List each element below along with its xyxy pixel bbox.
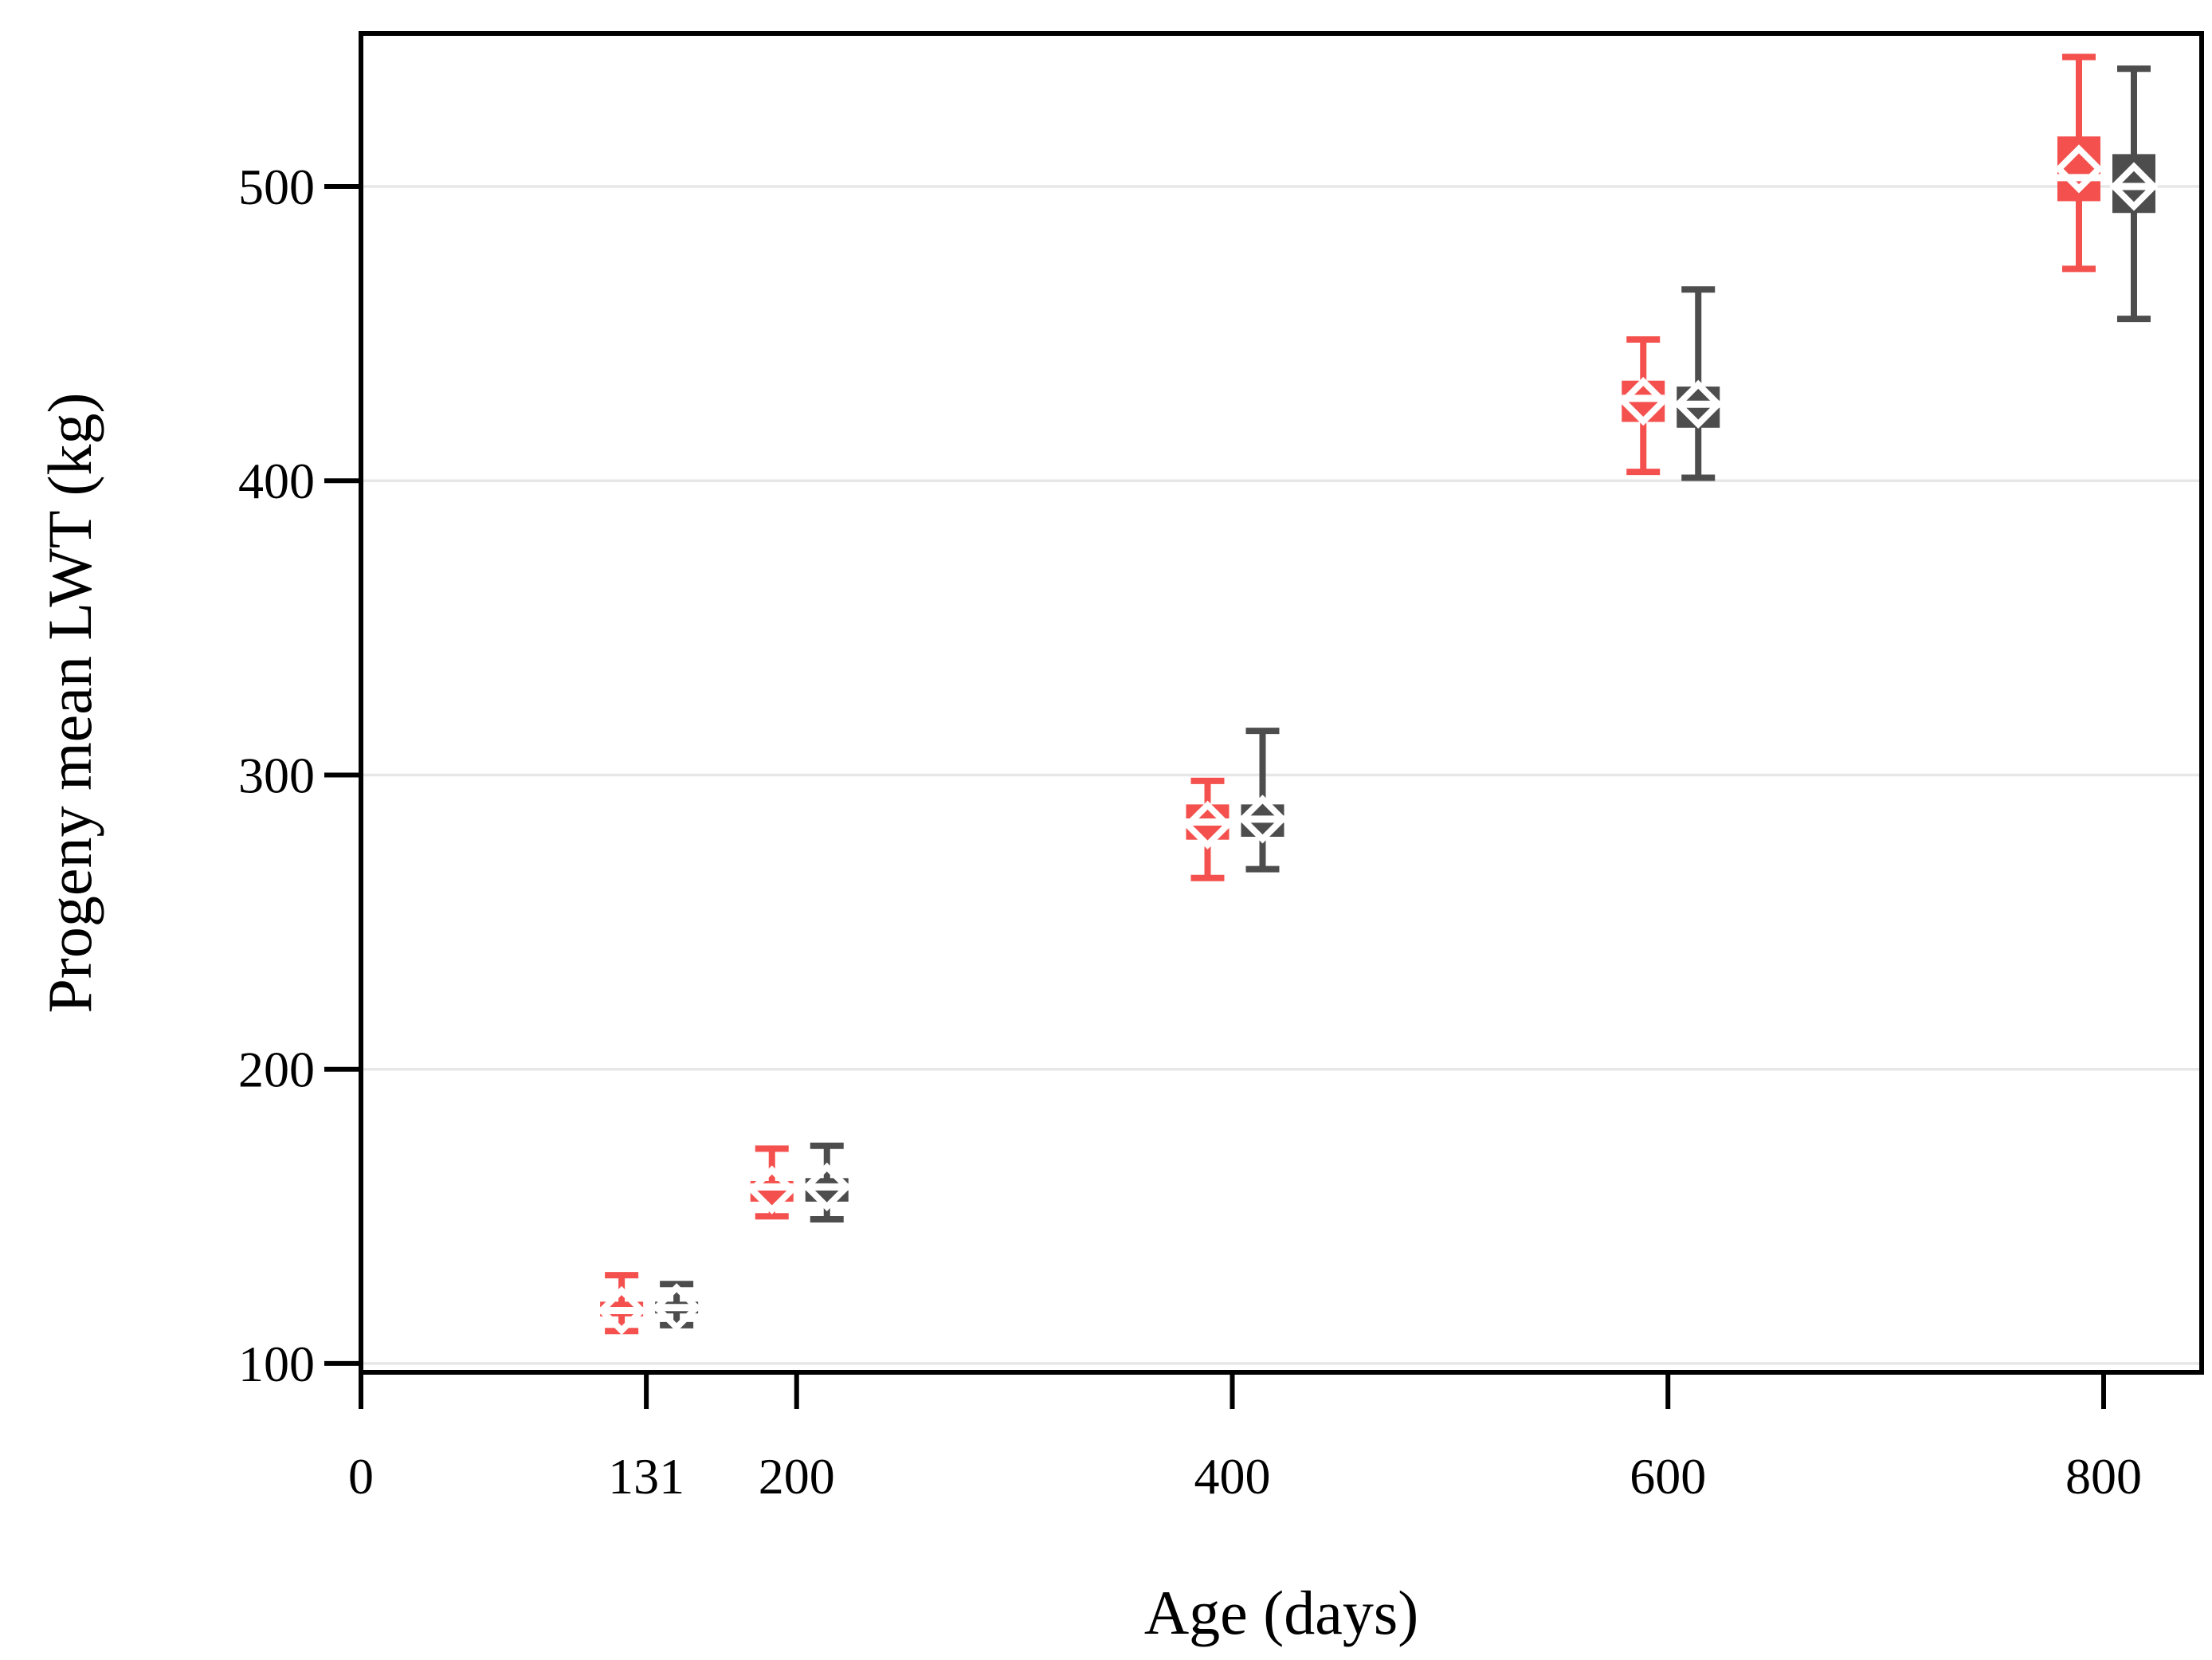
box-group-red-group-200 [747, 1145, 797, 1220]
mean-diamond [2109, 162, 2159, 211]
mean-diamond [802, 1162, 852, 1212]
mean-diamond [2054, 144, 2104, 194]
x-tick-label: 0 [348, 1448, 374, 1505]
mean-diamond [1182, 800, 1233, 850]
box-group-gray-group-200 [802, 1142, 852, 1222]
mean-diamond [1618, 376, 1668, 426]
box-group-gray-group-600 [1673, 286, 1723, 481]
x-tick-label: 131 [608, 1448, 684, 1505]
mean-diamond [652, 1283, 701, 1332]
x-tick-label: 400 [1194, 1448, 1270, 1505]
plot-border [359, 31, 2204, 1375]
box-group-gray-group-400 [1237, 728, 1288, 873]
mean-diamond [747, 1165, 797, 1215]
mean-diamond [1673, 379, 1723, 429]
y-axis-title: Progeny mean LWT (kg) [35, 392, 104, 1014]
box-group-red-group-600 [1618, 336, 1668, 476]
box-group-gray-group-131 [652, 1281, 701, 1332]
box-group-red-group-800 [2054, 53, 2104, 273]
y-tick-label: 300 [238, 747, 315, 803]
box-group-red-group-400 [1182, 777, 1233, 881]
mean-diamond [1237, 795, 1288, 844]
box-group-gray-group-800 [2109, 65, 2159, 323]
x-axis-title: Age (days) [1143, 1578, 1419, 1647]
y-tick-label: 400 [238, 453, 315, 509]
y-tick-label: 500 [238, 159, 315, 215]
x-tick-label: 200 [759, 1448, 835, 1505]
y-tick-label: 200 [238, 1042, 315, 1098]
y-tick-label: 100 [238, 1336, 315, 1392]
x-tick-label: 800 [2065, 1448, 2142, 1505]
x-tick-label: 600 [1630, 1448, 1706, 1505]
mean-diamond [597, 1285, 646, 1336]
box-group-red-group-131 [597, 1272, 646, 1336]
